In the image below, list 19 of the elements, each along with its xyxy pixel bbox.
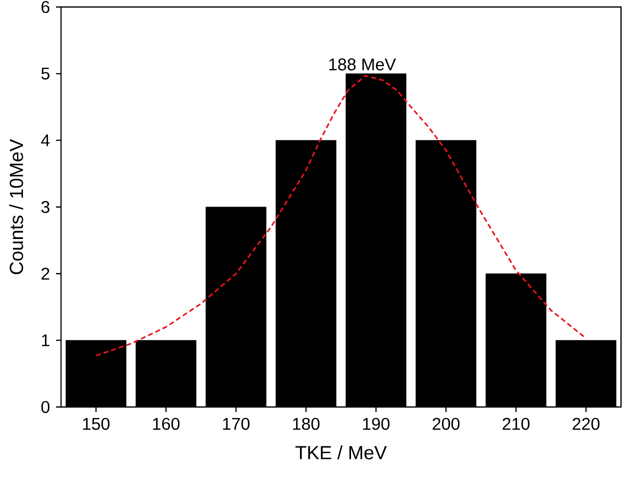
x-tick-label: 180 xyxy=(293,418,320,430)
x-tick-label: 150 xyxy=(83,418,110,430)
y-tick-label: 3 xyxy=(41,200,50,214)
x-tick-label: 220 xyxy=(572,418,600,430)
x-tick-label: 160 xyxy=(153,418,180,430)
y-tick-label: 4 xyxy=(41,134,50,146)
line-series xyxy=(95,74,587,356)
y-tick-label: 1 xyxy=(42,334,50,346)
y-tick-label: 6 xyxy=(42,0,50,14)
annotation: 188 MeV xyxy=(329,58,396,70)
y-tick-label: 0 xyxy=(41,400,50,414)
y-tick-label: 2 xyxy=(42,268,50,280)
x-tick-label: 190 xyxy=(363,418,390,430)
y-tick-label: 5 xyxy=(41,68,50,80)
x-axis-title: TKE / MeV xyxy=(295,445,387,460)
x-tick-label: 200 xyxy=(432,418,460,430)
y-axis-title: Counts / 10MeV xyxy=(9,139,24,274)
x-tick-label: 170 xyxy=(223,418,250,430)
x-tick-label: 210 xyxy=(502,418,530,430)
